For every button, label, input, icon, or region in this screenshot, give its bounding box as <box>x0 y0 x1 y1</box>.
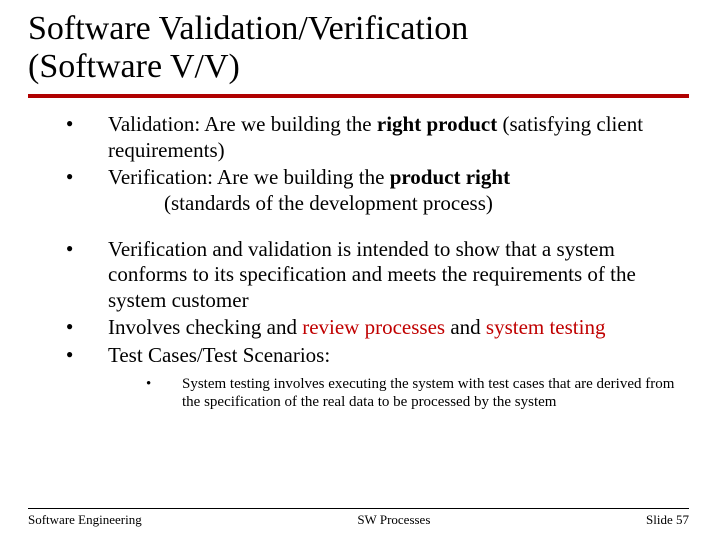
bullet-item: Test Cases/Test Scenarios: <box>66 343 689 369</box>
sub-bullet-list: System testing involves executing the sy… <box>28 375 689 413</box>
bullet-list: Validation: Are we building the right pr… <box>28 112 689 368</box>
bullet-gap <box>66 219 689 237</box>
bullet-item: Verification: Are we building the produc… <box>66 165 689 216</box>
title-line-2: (Software V/V) <box>28 48 240 85</box>
bullet-item: Validation: Are we building the right pr… <box>66 112 689 163</box>
bullet-continuation: (standards of the development process) <box>108 191 689 217</box>
bullet-segment: Validation: Are we building the <box>108 112 377 136</box>
bullet-segment: Test Cases/Test Scenarios: <box>108 343 330 367</box>
bullet-segment: Verification and validation is intended … <box>108 237 636 312</box>
footer-rule <box>28 508 689 509</box>
footer-center: SW Processes <box>357 512 430 528</box>
slide-title: Software Validation/Verification (Softwa… <box>28 10 689 92</box>
footer: Software Engineering SW Processes Slide … <box>0 508 717 528</box>
title-underline <box>28 94 689 98</box>
slide: Software Validation/Verification (Softwa… <box>0 0 717 538</box>
bullet-segment: system testing <box>486 315 606 339</box>
footer-right: Slide 57 <box>646 512 689 528</box>
bullet-segment: product right <box>390 165 510 189</box>
title-line-1: Software Validation/Verification <box>28 10 468 47</box>
sub-bullet-item: System testing involves executing the sy… <box>146 375 689 413</box>
footer-row: Software Engineering SW Processes Slide … <box>28 512 689 528</box>
bullet-segment: review processes <box>302 315 445 339</box>
bullet-item: Verification and validation is intended … <box>66 237 689 314</box>
bullet-item: Involves checking and review processes a… <box>66 315 689 341</box>
bullet-segment: Involves checking and <box>108 315 302 339</box>
bullet-segment: right product <box>377 112 497 136</box>
bullet-segment: and <box>445 315 486 339</box>
bullet-segment: Verification: Are we building the <box>108 165 390 189</box>
footer-left: Software Engineering <box>28 512 142 528</box>
